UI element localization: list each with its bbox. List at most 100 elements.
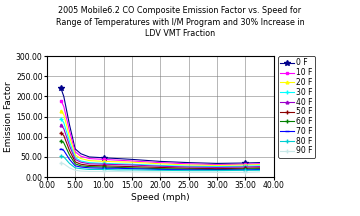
40 F xyxy=(116,163,120,166)
90 F xyxy=(158,171,162,173)
40 F xyxy=(243,166,247,168)
Line: 70 F: 70 F xyxy=(59,147,261,172)
50 F xyxy=(62,134,66,137)
30 F xyxy=(79,160,83,162)
80 F xyxy=(59,155,63,157)
90 F xyxy=(215,171,219,174)
0 F xyxy=(158,160,162,163)
0 F xyxy=(79,152,83,155)
20 F xyxy=(87,159,91,162)
30 F xyxy=(73,156,77,159)
20 F xyxy=(67,135,72,138)
10 F xyxy=(158,161,162,164)
0 F xyxy=(67,123,72,126)
Legend: 0 F, 10 F, 20 F, 30 F, 40 F, 50 F, 60 F, 70 F, 80 F, 90 F: 0 F, 10 F, 20 F, 30 F, 40 F, 50 F, 60 F,… xyxy=(278,56,315,158)
80 F xyxy=(67,162,72,165)
50 F xyxy=(59,132,63,134)
50 F xyxy=(215,167,219,170)
70 F xyxy=(215,168,219,171)
40 F xyxy=(257,165,262,168)
Line: 20 F: 20 F xyxy=(60,109,261,167)
90 F xyxy=(79,170,83,172)
0 F xyxy=(243,162,247,164)
60 F xyxy=(62,141,66,144)
30 F xyxy=(130,163,134,165)
30 F xyxy=(158,164,162,167)
90 F xyxy=(186,171,191,174)
80 F xyxy=(116,168,120,171)
30 F xyxy=(243,165,247,168)
40 F xyxy=(87,162,91,165)
Line: 0 F: 0 F xyxy=(58,86,262,166)
0 F xyxy=(116,157,120,160)
60 F xyxy=(158,167,162,170)
60 F xyxy=(116,166,120,169)
90 F xyxy=(59,162,63,164)
20 F xyxy=(186,164,191,166)
X-axis label: Speed (mph): Speed (mph) xyxy=(131,193,189,202)
Line: 90 F: 90 F xyxy=(59,161,261,174)
20 F xyxy=(79,157,83,160)
60 F xyxy=(186,168,191,170)
20 F xyxy=(130,161,134,164)
20 F xyxy=(62,113,66,116)
Line: 10 F: 10 F xyxy=(60,99,261,166)
60 F xyxy=(87,165,91,168)
30 F xyxy=(257,165,262,167)
10 F xyxy=(257,162,262,165)
20 F xyxy=(73,154,77,156)
70 F xyxy=(62,149,66,152)
Line: 60 F: 60 F xyxy=(59,139,261,172)
70 F xyxy=(73,165,77,167)
50 F xyxy=(158,166,162,169)
90 F xyxy=(102,170,106,173)
80 F xyxy=(87,168,91,171)
20 F xyxy=(158,162,162,165)
70 F xyxy=(186,168,191,171)
50 F xyxy=(186,167,191,170)
0 F xyxy=(87,156,91,158)
80 F xyxy=(130,168,134,171)
Text: 2005 Mobile6.2 CO Composite Emission Factor vs. Speed for
Range of Temperatures : 2005 Mobile6.2 CO Composite Emission Fac… xyxy=(56,6,304,38)
10 F xyxy=(116,159,120,162)
60 F xyxy=(243,168,247,170)
40 F xyxy=(158,165,162,168)
0 F xyxy=(59,87,63,90)
30 F xyxy=(116,162,120,165)
20 F xyxy=(215,164,219,167)
20 F xyxy=(102,160,106,163)
0 F xyxy=(62,95,66,98)
0 F xyxy=(257,161,262,164)
40 F xyxy=(59,123,63,126)
Line: 30 F: 30 F xyxy=(59,117,261,169)
50 F xyxy=(130,165,134,168)
80 F xyxy=(158,169,162,172)
10 F xyxy=(67,129,72,132)
90 F xyxy=(67,167,72,169)
0 F xyxy=(102,156,106,159)
30 F xyxy=(59,117,63,120)
50 F xyxy=(73,160,77,163)
80 F xyxy=(243,169,247,172)
30 F xyxy=(87,161,91,164)
80 F xyxy=(73,167,77,169)
80 F xyxy=(62,156,66,158)
40 F xyxy=(130,164,134,166)
70 F xyxy=(130,167,134,170)
30 F xyxy=(67,140,72,143)
50 F xyxy=(243,167,247,170)
60 F xyxy=(257,167,262,170)
Line: 80 F: 80 F xyxy=(59,154,261,173)
0 F xyxy=(186,161,191,164)
60 F xyxy=(130,167,134,169)
70 F xyxy=(257,168,262,171)
90 F xyxy=(257,171,262,173)
50 F xyxy=(79,163,83,165)
60 F xyxy=(59,140,63,142)
30 F xyxy=(186,165,191,168)
0 F xyxy=(73,148,77,150)
70 F xyxy=(79,166,83,168)
40 F xyxy=(79,161,83,164)
70 F xyxy=(67,158,72,161)
50 F xyxy=(116,165,120,168)
